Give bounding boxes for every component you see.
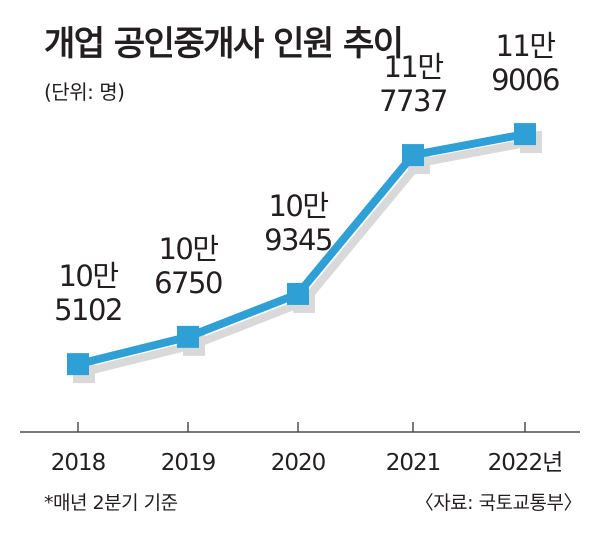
marker-layer [67, 123, 536, 376]
data-label-value: 6750 [154, 266, 222, 300]
data-label-value: 9006 [491, 63, 559, 97]
chart-title: 개업 공인중개사 인원 추이 [44, 24, 404, 64]
data-label-man: 11만 [495, 29, 555, 63]
unit-note: (단위: 명) [44, 80, 125, 104]
data-label-man: 10만 [158, 232, 218, 266]
x-tick-label: 2020 [271, 450, 326, 476]
data-label-value: 9345 [264, 223, 332, 257]
x-tick-label: 2019 [161, 450, 216, 476]
source-note: 〈자료: 국토교통부〉 [414, 492, 583, 514]
data-point-marker [177, 325, 199, 348]
x-tick-label: 2021 [386, 450, 441, 476]
data-point-marker [287, 282, 309, 305]
x-tick-label: 2022년 [488, 450, 563, 476]
data-point-marker [402, 144, 424, 167]
data-label-value: 5102 [54, 293, 122, 327]
data-label-man: 10만 [58, 259, 118, 293]
data-point-marker [514, 123, 536, 146]
data-point-marker [67, 353, 89, 376]
data-label-man: 10만 [268, 189, 328, 223]
series-line-shadow [83, 138, 532, 377]
data-label-value: 7737 [379, 84, 447, 118]
x-tick-layer: 2018 2019 2020 2021 2022년 [51, 422, 563, 476]
footnote: *매년 2분기 기준 [44, 492, 178, 514]
x-tick-label: 2018 [51, 450, 106, 476]
data-label-man: 11만 [383, 50, 443, 84]
